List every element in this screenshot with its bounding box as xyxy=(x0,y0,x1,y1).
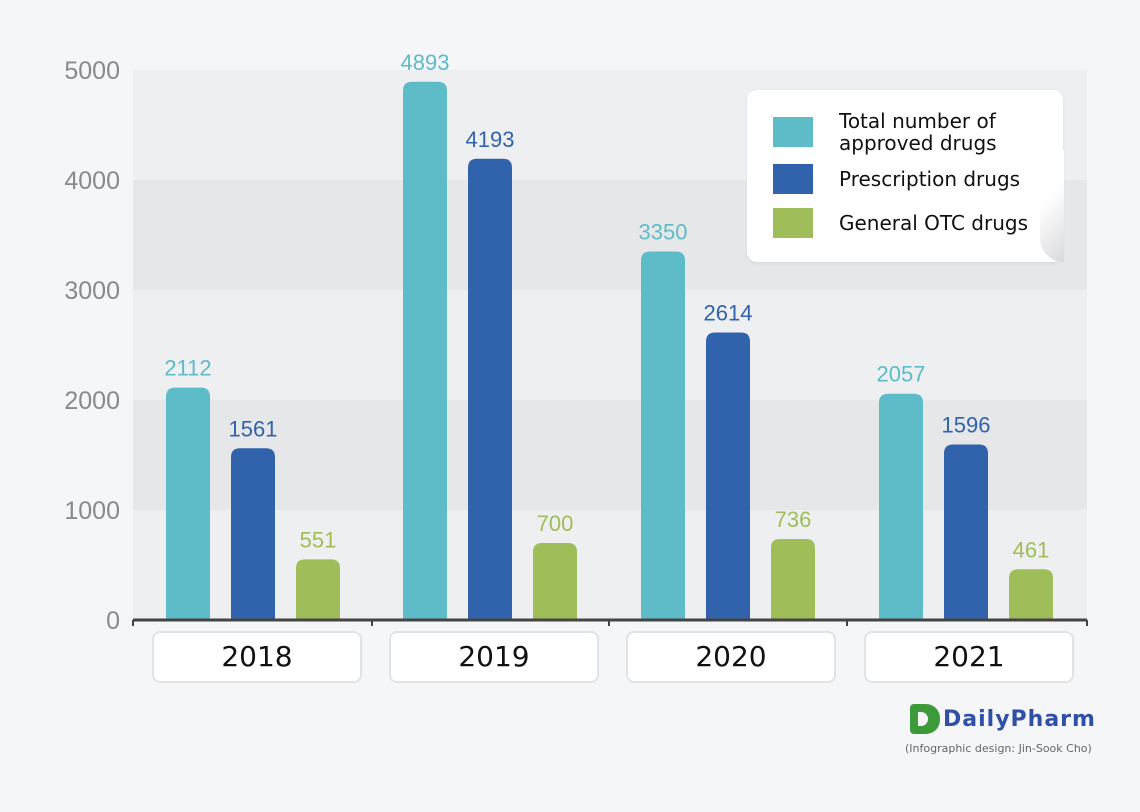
bar xyxy=(231,448,275,620)
legend-label-prescription: Prescription drugs xyxy=(839,167,1021,191)
category-label-2021: 2021 xyxy=(864,631,1074,683)
y-tick-label: 5000 xyxy=(64,57,120,85)
data-label: 2614 xyxy=(704,300,753,325)
bar xyxy=(879,393,923,620)
data-label: 4193 xyxy=(466,127,515,152)
logo-text: DailyPharm xyxy=(943,706,1096,732)
legend: Total number of approved drugs Prescript… xyxy=(747,90,1063,262)
y-tick-label: 2000 xyxy=(64,387,120,415)
bar xyxy=(468,158,512,620)
y-tick-label: 3000 xyxy=(64,277,120,305)
data-label: 4893 xyxy=(401,50,450,75)
legend-swatch-total xyxy=(773,117,813,147)
legend-item-otc: General OTC drugs xyxy=(773,208,1028,238)
design-credit: (Infographic design: Jin-Sook Cho) xyxy=(905,742,1092,755)
bar xyxy=(641,251,685,620)
dailypharm-logo: DailyPharm xyxy=(910,702,1096,736)
legend-page-curl xyxy=(1040,150,1064,262)
data-label: 736 xyxy=(775,507,812,532)
bar xyxy=(403,81,447,620)
y-tick-label: 1000 xyxy=(64,497,120,525)
data-label: 2057 xyxy=(877,362,926,387)
bar xyxy=(944,444,988,620)
legend-item-prescription: Prescription drugs xyxy=(773,164,1020,194)
grid-band xyxy=(133,510,1087,620)
bar xyxy=(1009,569,1053,620)
y-tick-label: 4000 xyxy=(64,167,120,195)
data-label: 3350 xyxy=(639,220,688,245)
bar xyxy=(771,539,815,620)
legend-item-total: Total number of approved drugs xyxy=(773,110,1039,154)
legend-swatch-otc xyxy=(773,208,813,238)
category-label-2018: 2018 xyxy=(152,631,362,683)
data-label: 1561 xyxy=(229,416,278,441)
logo-mark-icon xyxy=(910,704,940,734)
category-label-2020: 2020 xyxy=(626,631,836,683)
legend-swatch-prescription xyxy=(773,164,813,194)
data-label: 700 xyxy=(537,511,574,536)
bar xyxy=(533,543,577,620)
data-label: 2112 xyxy=(164,356,211,381)
bar xyxy=(166,387,210,620)
data-label: 461 xyxy=(1013,537,1050,562)
legend-label-total: Total number of approved drugs xyxy=(839,109,997,155)
data-label: 551 xyxy=(300,527,337,552)
bar xyxy=(296,559,340,620)
data-label: 1596 xyxy=(942,412,991,437)
grid-band xyxy=(133,290,1087,400)
category-label-2019: 2019 xyxy=(389,631,599,683)
y-tick-label: 0 xyxy=(106,607,120,635)
bar xyxy=(706,332,750,620)
grid-band xyxy=(133,400,1087,510)
legend-label-otc: General OTC drugs xyxy=(839,211,1028,235)
